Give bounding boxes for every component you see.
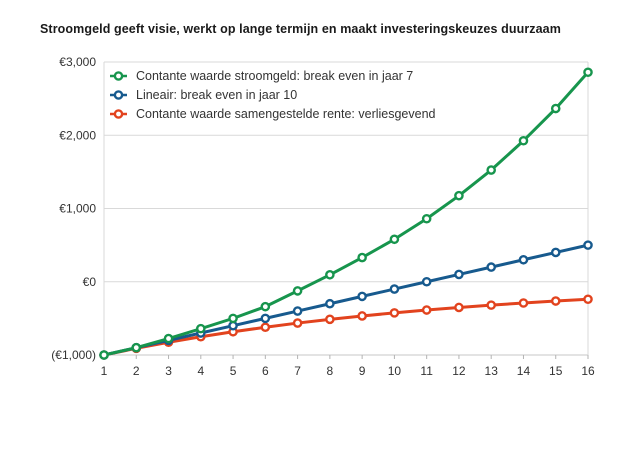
x-axis-tick-label: 4 xyxy=(197,364,204,378)
data-point-marker xyxy=(325,269,335,280)
legend-item-samengestelde-rente: Contante waarde samengestelde rente: ver… xyxy=(110,106,436,121)
data-point-marker xyxy=(260,313,271,324)
data-point-marker xyxy=(550,103,561,114)
data-point-marker xyxy=(292,306,303,316)
y-axis-tick-label: (€1,000) xyxy=(51,348,96,362)
legend-item-stroomgeld: Contante waarde stroomgeld: break even i… xyxy=(110,68,436,83)
x-axis-tick-label: 8 xyxy=(327,364,334,378)
data-point-marker xyxy=(389,234,400,245)
data-point-marker xyxy=(131,342,142,353)
chart-title: Stroomgeld geeft visie, werkt op lange t… xyxy=(40,22,561,36)
data-point-marker xyxy=(550,296,561,306)
data-point-marker xyxy=(421,276,432,287)
x-axis-tick-label: 9 xyxy=(359,364,366,378)
data-point-marker xyxy=(260,301,271,312)
data-point-marker xyxy=(389,284,400,294)
y-axis-tick-label: €1,000 xyxy=(59,202,96,216)
x-axis-tick-label: 12 xyxy=(452,364,466,378)
data-point-marker xyxy=(583,240,593,250)
data-point-marker xyxy=(195,323,206,334)
data-point-marker xyxy=(518,135,529,146)
data-point-marker xyxy=(518,298,529,308)
line-marker-icon xyxy=(110,108,127,119)
legend-label: Lineair: break even in jaar 10 xyxy=(136,87,298,102)
x-axis-tick-label: 7 xyxy=(294,364,301,378)
x-axis-tick-label: 2 xyxy=(133,364,140,378)
x-axis-tick-label: 6 xyxy=(262,364,269,378)
series-line xyxy=(103,71,590,357)
data-point-marker xyxy=(454,269,464,280)
x-axis-tick-label: 16 xyxy=(581,364,595,378)
data-point-marker xyxy=(486,300,497,310)
series-line xyxy=(103,243,589,357)
data-point-marker xyxy=(550,247,561,258)
data-point-marker xyxy=(389,308,400,318)
data-point-marker xyxy=(163,333,174,344)
line-marker-icon xyxy=(110,70,127,81)
x-axis-tick-label: 1 xyxy=(101,364,108,378)
data-point-marker xyxy=(583,67,593,78)
data-point-marker xyxy=(486,262,497,272)
data-point-marker xyxy=(357,291,367,302)
legend-item-lineair: Lineair: break even in jaar 10 xyxy=(110,87,436,102)
y-axis-tick-label: €0 xyxy=(83,275,97,289)
data-point-marker xyxy=(486,165,497,175)
data-point-marker xyxy=(292,286,303,296)
data-point-marker xyxy=(357,252,367,263)
y-axis-tick-label: €2,000 xyxy=(59,128,96,142)
data-point-marker xyxy=(518,254,529,265)
data-point-marker xyxy=(421,305,432,315)
data-point-marker xyxy=(357,311,367,321)
x-axis-tick-label: 13 xyxy=(485,364,499,378)
x-axis-tick-label: 15 xyxy=(549,364,563,378)
data-point-marker xyxy=(228,320,238,331)
data-point-marker xyxy=(583,294,593,305)
data-point-marker xyxy=(292,318,303,328)
x-axis-tick-label: 11 xyxy=(420,364,433,378)
legend: Contante waarde stroomgeld: break even i… xyxy=(108,66,442,123)
data-point-marker xyxy=(454,302,464,313)
data-point-marker xyxy=(99,350,109,360)
data-point-marker xyxy=(421,213,432,224)
y-axis-tick-label: €3,000 xyxy=(59,55,96,69)
x-axis-tick-label: 10 xyxy=(388,364,402,378)
data-point-marker xyxy=(325,314,335,325)
x-axis-tick-label: 3 xyxy=(165,364,172,378)
legend-label: Contante waarde stroomgeld: break even i… xyxy=(136,68,414,83)
series-line xyxy=(103,297,589,357)
data-point-marker xyxy=(260,322,271,333)
x-axis-tick-label: 5 xyxy=(230,364,237,378)
data-point-marker xyxy=(325,298,335,309)
data-point-marker xyxy=(454,190,464,201)
x-axis-tick-label: 14 xyxy=(517,364,531,378)
data-point-marker xyxy=(228,313,238,324)
line-marker-icon xyxy=(110,89,127,100)
legend-label: Contante waarde samengestelde rente: ver… xyxy=(136,106,436,121)
